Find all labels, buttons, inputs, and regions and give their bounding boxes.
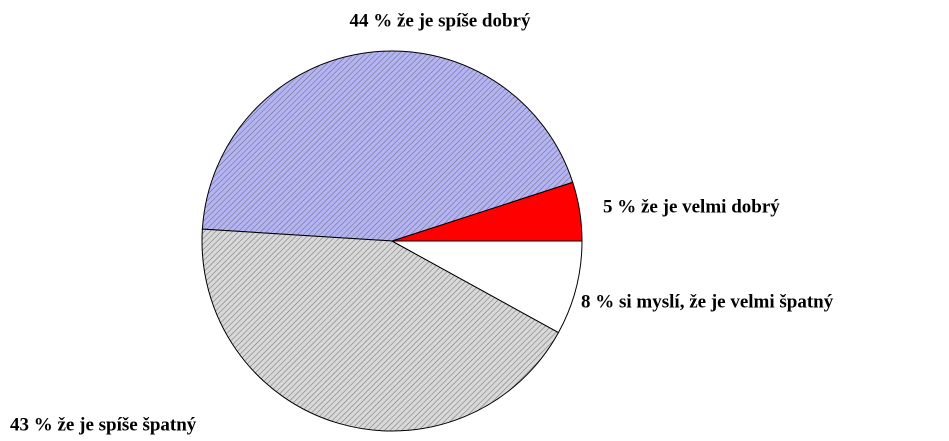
slice-label: 8 % si myslí, že je velmi špatný	[581, 291, 834, 312]
pie-slice	[201, 50, 574, 242]
pie-slice	[391, 240, 583, 334]
slice-label: 5 % že je velmi dobrý	[603, 196, 780, 217]
slice-label: 43 % že je spíše špatný	[10, 414, 197, 435]
pie-slice	[201, 228, 560, 432]
slice-label: 44 % že je spíše dobrý	[349, 10, 531, 31]
